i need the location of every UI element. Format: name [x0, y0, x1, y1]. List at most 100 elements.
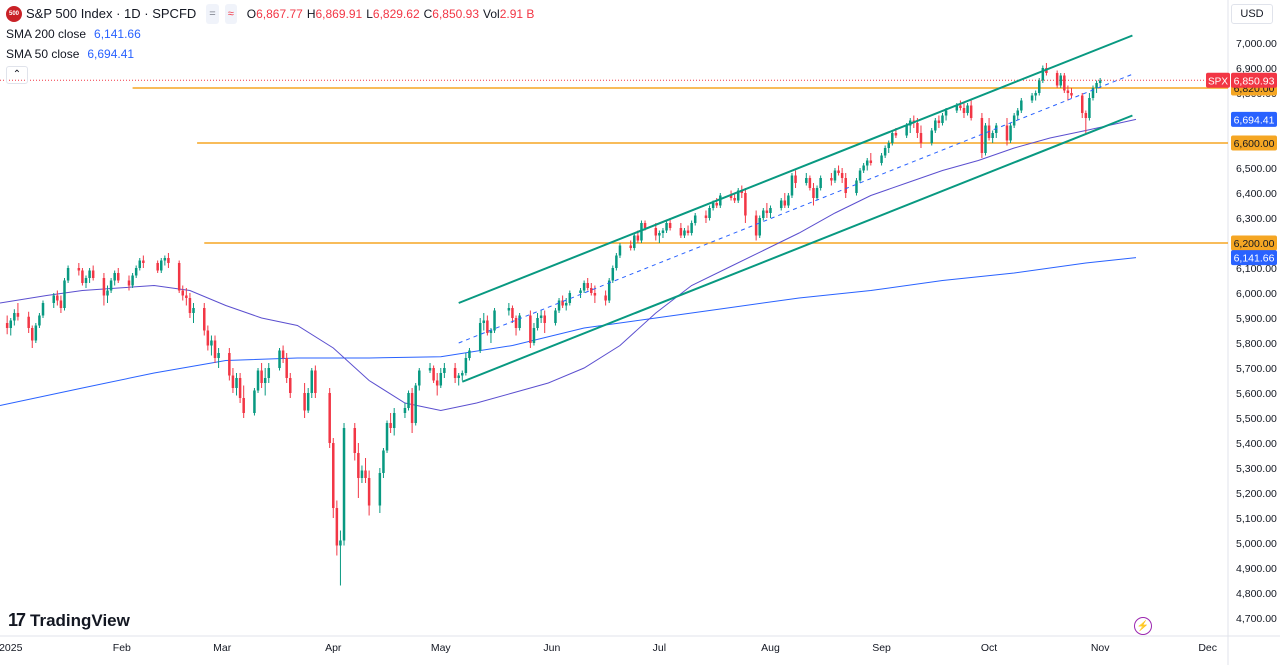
candle-body [715, 203, 718, 206]
candle-body [453, 368, 457, 378]
lightning-icon[interactable]: ⚡ [1134, 617, 1152, 635]
candle-body [332, 443, 335, 508]
equals-icon[interactable]: = [206, 4, 219, 24]
candle-body [1088, 98, 1091, 118]
ohlc-key-vol: Vol [483, 7, 500, 21]
y-tick-label: 4,800.00 [1236, 588, 1277, 600]
candle-body [77, 268, 81, 271]
candle-body [643, 223, 647, 228]
candle-body [690, 223, 693, 233]
candle-body [934, 120, 937, 131]
candle-body [109, 280, 113, 291]
candle-body [389, 423, 392, 428]
candle-body [582, 283, 586, 291]
candle-body [930, 130, 933, 143]
candle-body [883, 148, 887, 156]
candle-body [611, 268, 615, 281]
tradingview-logo[interactable]: 17 TradingView [8, 610, 130, 631]
candle-body [392, 413, 396, 428]
y-tick-label: 6,400.00 [1236, 188, 1277, 200]
candle-body [758, 218, 761, 236]
candle-body [1084, 113, 1088, 118]
price-badge-label: 6,850.93 [1234, 75, 1275, 87]
candle-body [593, 293, 597, 296]
candle-body [167, 258, 170, 263]
candle-body [636, 235, 640, 241]
candle-body [188, 298, 192, 313]
candle-body [163, 258, 167, 261]
candle-body [1095, 83, 1098, 88]
price-badge-orange [1231, 135, 1277, 151]
candle-body [661, 230, 665, 233]
candle-body [256, 370, 260, 391]
candle-body [812, 188, 815, 198]
y-tick-label: 5,100.00 [1236, 513, 1277, 525]
ohlc-value-o: 6,867.77 [256, 7, 303, 21]
collapse-legend-button[interactable]: ⌃ [6, 66, 28, 84]
candle-body [156, 263, 159, 271]
candle-body [844, 178, 847, 193]
candle-body [790, 175, 794, 196]
y-tick-label: 5,200.00 [1236, 488, 1277, 500]
ohlc-value-h: 6,869.91 [315, 7, 363, 21]
candle-body [382, 450, 385, 473]
candle-body [1030, 95, 1034, 101]
symbol-title[interactable]: S&P 500 Index · 1D · SPCFD [26, 6, 197, 21]
sma200-row[interactable]: SMA 200 close 6,141.66 [6, 24, 534, 44]
candle-body [937, 120, 941, 123]
candle-body [564, 303, 568, 306]
candle-body [1091, 88, 1095, 98]
currency-label: USD [1240, 8, 1264, 20]
candle-body [557, 300, 561, 311]
price-badge-label: 6,694.41 [1234, 114, 1275, 126]
candle-body [30, 328, 34, 341]
candle-body [765, 210, 769, 213]
approx-icon[interactable]: ≈ [224, 4, 237, 24]
candle-body [708, 208, 711, 218]
candle-body [736, 190, 740, 201]
ohlc-value-c: 6,850.93 [432, 7, 480, 21]
x-tick-label: Mar [213, 642, 232, 654]
candle-body [63, 280, 66, 308]
candle-body [310, 370, 314, 393]
candle-body [357, 453, 360, 478]
sma50-row[interactable]: SMA 50 close 6,694.41 [6, 44, 534, 64]
y-tick-label: 5,900.00 [1236, 313, 1277, 325]
ohlc-value-l: 6,829.62 [372, 7, 420, 21]
x-tick-label: Jun [543, 642, 560, 654]
candle-body [658, 233, 661, 236]
currency-selector[interactable]: USD [1231, 4, 1273, 24]
candle-body [1009, 125, 1012, 141]
x-tick-label: Apr [325, 642, 342, 654]
candle-body [1066, 90, 1070, 93]
price-badge-sma50 [1231, 111, 1277, 127]
candle-body [59, 300, 63, 308]
candle-body [654, 228, 658, 236]
candle-body [235, 378, 238, 388]
candle-body [253, 390, 256, 413]
candle-body [242, 398, 245, 413]
candle-body [493, 310, 496, 331]
candle-body [1063, 75, 1066, 91]
x-tick-label: Feb [113, 642, 131, 654]
candle-body [991, 133, 994, 138]
y-tick-label: 5,700.00 [1236, 363, 1277, 375]
candle-body [342, 428, 346, 541]
candle-body [837, 170, 840, 173]
y-tick-label: 5,000.00 [1236, 538, 1277, 550]
ohlc-key-o: O [246, 7, 257, 21]
candle-body [891, 133, 894, 143]
ohlc-value-vol: 2.91 B [499, 7, 535, 21]
candle-body [615, 255, 618, 268]
candle-body [994, 125, 998, 133]
candle-body [529, 315, 532, 343]
candle-body [52, 295, 56, 303]
candle-body [482, 320, 486, 323]
y-tick-label: 6,500.00 [1236, 163, 1277, 175]
candle-body [478, 323, 482, 351]
candle-body [919, 133, 923, 143]
candle-body [686, 230, 690, 233]
tradingview-wordmark: TradingView [30, 610, 130, 630]
candle-body [34, 325, 38, 341]
